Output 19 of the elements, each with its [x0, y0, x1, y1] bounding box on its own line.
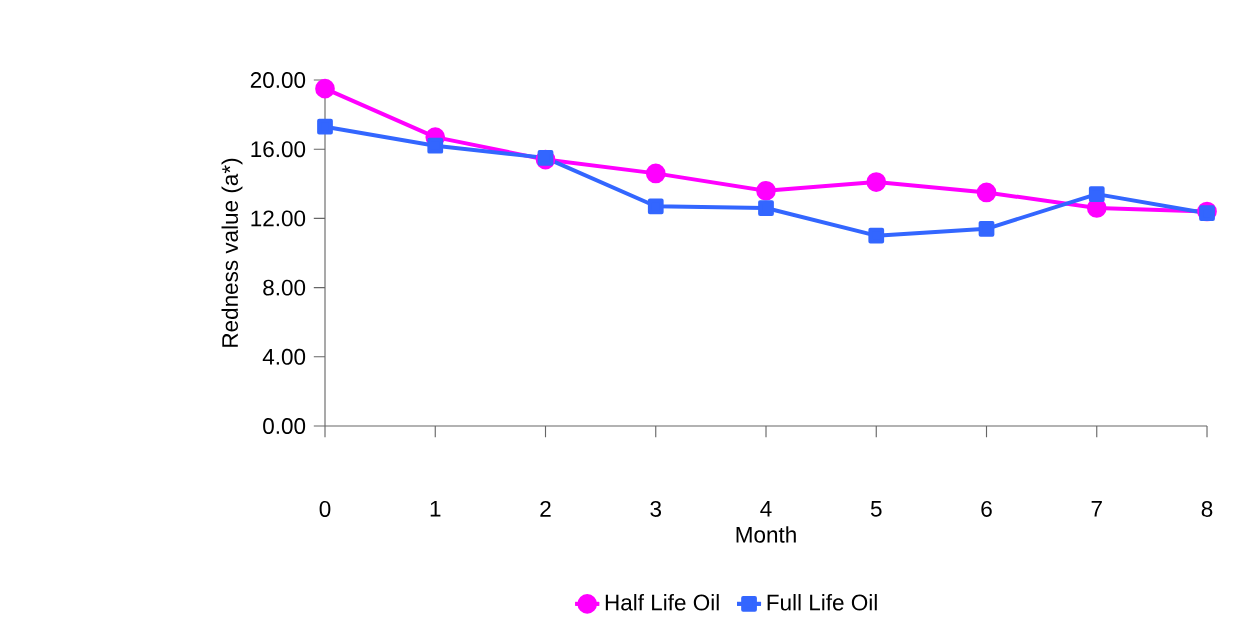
y-axis-title: Redness value (a*) [221, 158, 243, 347]
y-tick-label: 20.00 [250, 72, 306, 88]
x-tick-label: 0 [319, 500, 331, 517]
x-tick-label: 7 [1091, 500, 1102, 517]
y-tick-label: 0.00 [263, 418, 306, 434]
y-tick-label: 12.00 [251, 210, 306, 227]
x-tick-label: 8 [1201, 500, 1213, 517]
x-tick-label: 6 [981, 500, 992, 517]
x-tick-label: 5 [870, 500, 882, 517]
x-tick-label: 2 [540, 500, 551, 517]
x-tick-label: 1 [430, 500, 441, 517]
y-tick-label: 4.00 [262, 348, 306, 365]
legend-label: Full Life Oil [767, 594, 877, 611]
y-tick-label: 16.00 [251, 141, 306, 158]
x-tick-label: 3 [650, 500, 662, 517]
x-axis-title: Month [736, 526, 796, 543]
legend-label: Half Life Oil [605, 594, 719, 611]
y-tick-label: 8.00 [263, 279, 306, 296]
x-tick-label: 4 [760, 500, 772, 517]
